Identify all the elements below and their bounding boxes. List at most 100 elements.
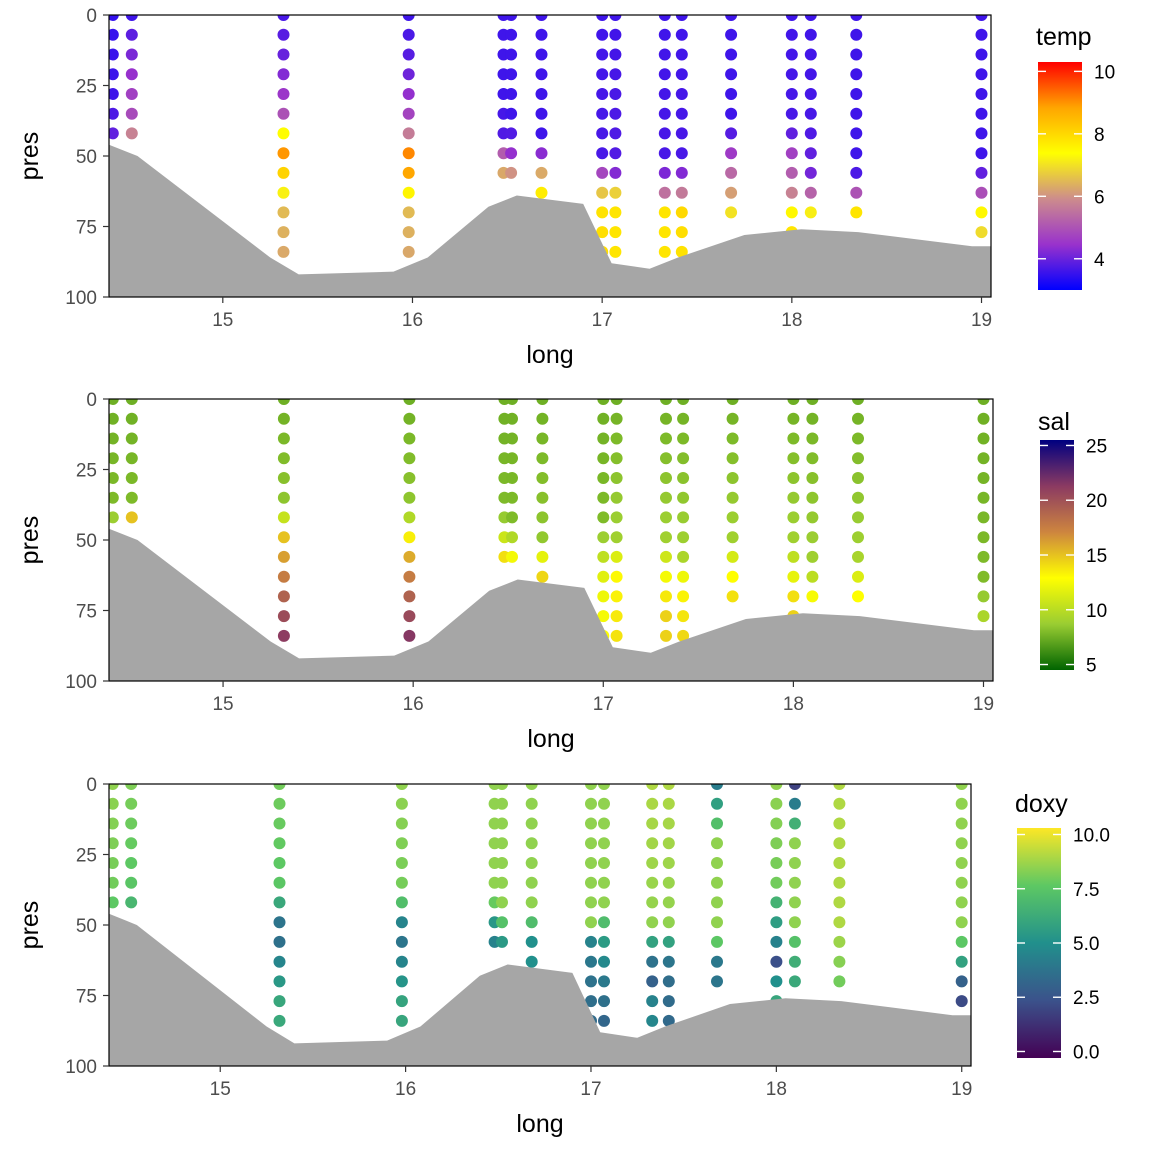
data-point — [609, 245, 622, 258]
data-point — [711, 916, 723, 929]
data-point — [109, 797, 119, 810]
data-point — [585, 797, 597, 810]
data-point — [597, 432, 610, 445]
data-point — [955, 975, 968, 988]
data-point — [506, 531, 518, 544]
colorbar-tick-label: 10 — [1094, 62, 1115, 83]
data-point — [726, 412, 739, 425]
data-point — [273, 975, 286, 988]
data-point — [273, 784, 286, 790]
data-point — [646, 896, 659, 909]
data-point — [852, 412, 864, 425]
data-point — [677, 472, 690, 484]
data-point — [770, 916, 783, 929]
data-point — [955, 817, 968, 830]
data-point — [804, 88, 817, 100]
data-point — [109, 28, 119, 41]
data-point — [833, 797, 846, 810]
data-point — [785, 206, 798, 219]
data-point — [125, 472, 138, 484]
x-tick-label: 19 — [971, 310, 992, 331]
data-point — [536, 472, 549, 484]
data-point — [277, 48, 290, 61]
data-point — [660, 570, 672, 583]
data-point — [496, 896, 508, 909]
data-point — [535, 186, 548, 199]
data-point — [125, 797, 138, 810]
data-point — [598, 857, 610, 869]
data-point — [109, 472, 119, 484]
data-point — [675, 48, 688, 61]
data-point — [598, 837, 610, 850]
data-point — [975, 15, 988, 21]
data-point — [677, 432, 690, 445]
data-point — [975, 107, 988, 120]
data-point — [535, 127, 548, 140]
data-point — [109, 68, 119, 81]
data-point — [662, 975, 675, 988]
data-point — [806, 472, 819, 484]
data-point — [496, 837, 508, 850]
data-point — [609, 186, 622, 199]
data-point — [977, 590, 990, 603]
data-point — [975, 206, 988, 219]
data-point — [788, 975, 801, 988]
data-point — [125, 857, 138, 869]
data-point — [677, 570, 690, 583]
data-point — [675, 226, 688, 239]
data-point — [598, 916, 610, 929]
x-tick-label: 15 — [212, 694, 233, 715]
data-point — [955, 935, 968, 948]
data-point — [662, 837, 675, 850]
data-point — [535, 147, 548, 160]
data-point — [852, 550, 864, 563]
y-tick-label: 100 — [65, 1057, 97, 1078]
data-point — [535, 15, 548, 21]
data-point — [658, 166, 671, 179]
data-point — [770, 955, 783, 968]
data-point — [675, 186, 688, 199]
data-point — [804, 28, 817, 41]
x-tick-label: 19 — [951, 1079, 972, 1100]
x-tick-label: 15 — [210, 1079, 231, 1100]
data-point — [609, 166, 622, 179]
data-point — [403, 491, 416, 504]
y-axis-label: pres — [16, 516, 44, 565]
data-point — [125, 896, 138, 909]
y-tick-label: 75 — [76, 602, 97, 623]
data-point — [395, 935, 408, 948]
y-tick-label: 75 — [76, 218, 97, 239]
data-point — [788, 916, 801, 929]
data-point — [646, 857, 659, 869]
data-point — [277, 166, 290, 179]
data-point — [850, 107, 863, 120]
data-point — [662, 876, 675, 889]
data-point — [833, 817, 846, 830]
data-point — [609, 147, 622, 160]
data-point — [662, 817, 675, 830]
data-point — [525, 935, 538, 948]
data-point — [677, 491, 690, 504]
data-point — [403, 432, 416, 445]
data-point — [125, 28, 138, 41]
data-point — [536, 491, 549, 504]
x-tick-label: 19 — [973, 694, 994, 715]
data-point — [585, 857, 597, 869]
data-point — [125, 68, 138, 81]
data-point — [804, 15, 817, 21]
data-point — [787, 412, 800, 425]
colorbar-tick-label: 6 — [1094, 187, 1105, 208]
data-point — [536, 511, 549, 524]
data-point — [787, 570, 800, 583]
data-point — [525, 916, 538, 929]
data-point — [833, 935, 846, 948]
colorbar-tick-label: 10 — [1086, 601, 1107, 622]
panel-temp: 15 16 17 18 19 0 25 50 75 100 long pres temp 4 6 8 10 — [16, 6, 1115, 369]
data-point — [496, 935, 508, 948]
data-point — [833, 784, 846, 790]
data-point — [658, 28, 671, 41]
data-point — [804, 127, 817, 140]
data-point — [726, 491, 739, 504]
colorbar-tick-label: 5.0 — [1073, 934, 1099, 955]
data-point — [646, 876, 659, 889]
